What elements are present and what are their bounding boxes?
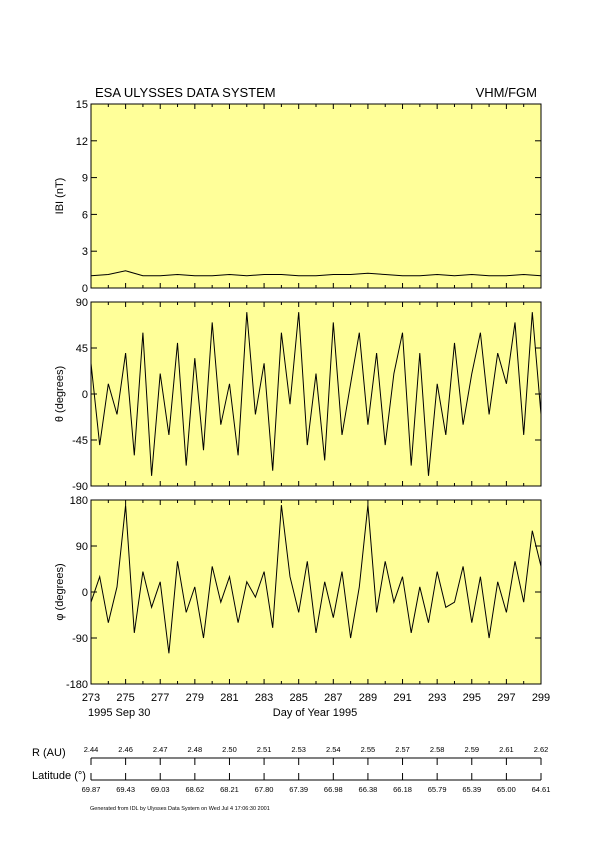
data-trace	[90, 505, 542, 654]
lat-value-label: 65.79	[428, 785, 447, 794]
lat-value-label: 68.62	[185, 785, 204, 794]
lat-value-label: 69.03	[151, 785, 170, 794]
y-tick-label: 9	[82, 173, 88, 185]
y-tick-label: -90	[72, 481, 88, 493]
y-tick-label: 45	[76, 343, 88, 355]
data-trace	[90, 270, 542, 277]
panels-group: 0 3 6 9 12 15 IBI (nT) -90 -45 0 45 90 θ (degrees) -1…	[54, 99, 550, 704]
lat-value-label: 66.18	[393, 785, 412, 794]
panel-1: 0 3 6 9 12 15 IBI (nT)	[54, 99, 542, 295]
lat-value-label: 66.98	[324, 785, 343, 794]
y-axis-label: IBI (nT)	[54, 178, 66, 215]
panel-3: -180 -90 0 90 180 φ (degrees) 273 275 277 279 281 2…	[54, 495, 550, 704]
lat-value-label: 66.38	[359, 785, 378, 794]
y-tick-label: 90	[76, 297, 88, 309]
generated-footnote: Generated from IDL by Ulysses Data Syste…	[90, 806, 270, 812]
y-axis-label: θ (degrees)	[54, 366, 66, 422]
r-value-label: 2.44	[84, 745, 99, 754]
r-value-label: 2.53	[291, 745, 306, 754]
r-value-label: 2.57	[395, 745, 410, 754]
panel-background	[90, 499, 542, 685]
r-value-label: 2.50	[222, 745, 237, 754]
y-tick-label: 15	[76, 99, 88, 111]
lat-value-label: 65.39	[462, 785, 481, 794]
y-tick-label: 90	[76, 541, 88, 553]
r-value-label: 2.62	[534, 745, 549, 754]
x-axis-label: Day of Year 1995	[273, 707, 357, 719]
r-value-label: 2.61	[499, 745, 514, 754]
y-tick-label: 3	[82, 246, 88, 258]
x-tick-label: 283	[255, 692, 273, 704]
r-value-label: 2.47	[153, 745, 168, 754]
lat-value-label: 69.43	[116, 785, 135, 794]
lat-value-label: 67.39	[289, 785, 308, 794]
lat-value-label: 69.87	[82, 785, 101, 794]
x-tick-label: 285	[290, 692, 308, 704]
data-trace	[90, 312, 542, 476]
y-tick-label: -180	[66, 679, 88, 691]
lat-value-label: 64.61	[532, 785, 551, 794]
header-instrument: VHM/FGM	[476, 85, 537, 100]
x-tick-label: 289	[359, 692, 377, 704]
y-tick-label: 0	[82, 587, 88, 599]
r-value-label: 2.58	[430, 745, 445, 754]
x-tick-label: 291	[393, 692, 411, 704]
panel-2: -90 -45 0 45 90 θ (degrees)	[54, 297, 542, 493]
x-tick-label: 277	[151, 692, 169, 704]
y-tick-label: 12	[76, 136, 88, 148]
r-value-label: 2.54	[326, 745, 341, 754]
r-value-label: 2.55	[361, 745, 376, 754]
y-tick-label: 0	[82, 283, 88, 295]
y-tick-label: -45	[72, 435, 88, 447]
lat-value-label: 65.00	[497, 785, 516, 794]
x-tick-label: 279	[186, 692, 204, 704]
start-date-label: 1995 Sep 30	[88, 707, 150, 719]
y-tick-label: 0	[82, 389, 88, 401]
y-axis-label: φ (degrees)	[54, 563, 66, 620]
x-tick-label: 295	[463, 692, 481, 704]
lat-value-label: 68.21	[220, 785, 239, 794]
x-tick-label: 299	[532, 692, 550, 704]
r-value-label: 2.46	[118, 745, 133, 754]
r-value-label: 2.51	[257, 745, 272, 754]
x-tick-label: 281	[220, 692, 238, 704]
r-au-label: R (AU)	[32, 747, 66, 759]
y-tick-label: 180	[70, 495, 88, 507]
y-tick-label: -90	[72, 633, 88, 645]
panel-background	[90, 103, 542, 289]
r-value-label: 2.48	[188, 745, 203, 754]
latitude-label: Latitude (°)	[32, 770, 86, 782]
r-value-label: 2.59	[464, 745, 479, 754]
x-tick-label: 297	[497, 692, 515, 704]
x-tick-label: 275	[116, 692, 134, 704]
x-tick-label: 293	[428, 692, 446, 704]
header-title: ESA ULYSSES DATA SYSTEM	[95, 85, 276, 100]
y-tick-label: 6	[82, 209, 88, 221]
x-tick-label: 287	[324, 692, 342, 704]
lat-value-label: 67.80	[255, 785, 274, 794]
ephemeris-group: R (AU) 2.44 2.46 2.47 2.48 2.50 2.51 2.53 2.54 2.…	[32, 745, 550, 794]
x-tick-label: 273	[82, 692, 100, 704]
